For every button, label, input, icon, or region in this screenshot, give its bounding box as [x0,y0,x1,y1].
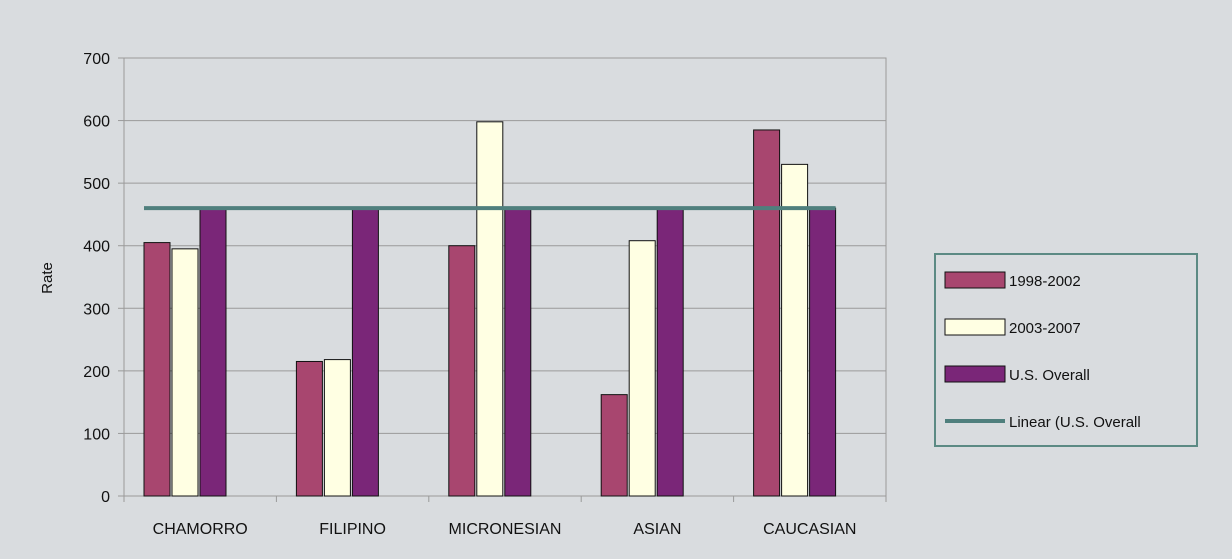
bar-1998-2002-asian [600,394,628,497]
category-label: CHAMORRO [153,521,248,538]
bar-u-s-overall-caucasian [809,207,837,497]
y-tick-label: 600 [83,114,110,131]
category-labels: CHAMORRO FILIPINO MICRONESIAN ASIAN CAUCASIA… [153,521,857,538]
y-tick-label: 400 [83,239,110,256]
y-axis-title: Rate [39,262,56,294]
bar-u-s-overall-chamorro [199,207,227,497]
bar-2003-2007-asian [628,240,656,497]
legend-swatch [944,271,1006,289]
bar-2003-2007-micronesian [476,121,504,497]
y-tick-label: 200 [83,364,110,381]
bar-1998-2002-micronesian [448,245,476,497]
category-label: FILIPINO [319,521,386,538]
bar-2003-2007-filipino [323,359,351,497]
bar-u-s-overall-asian [656,207,684,497]
bar-1998-2002-filipino [295,360,323,497]
legend-label: 1998-2002 [1009,273,1081,290]
bar-1998-2002-chamorro [143,242,171,497]
bar-u-s-overall-micronesian [504,207,532,497]
legend-label: 2003-2007 [1009,320,1081,337]
bar-2003-2007-chamorro [171,248,199,497]
y-tick-label: 0 [101,489,110,506]
bars [143,121,837,497]
category-label: MICRONESIAN [449,521,562,538]
bar-u-s-overall-filipino [351,207,379,497]
bar-1998-2002-caucasian [753,129,781,497]
legend-swatch [944,318,1006,336]
x-axis-ticks [123,496,887,502]
y-axis-ticks: 0 100 200 300 400 500 600 700 [83,51,124,506]
y-tick-label: 700 [83,51,110,68]
legend-label: Linear (U.S. Overall [1009,414,1141,431]
y-tick-label: 500 [83,176,110,193]
legend-swatch [944,365,1006,383]
bar-2003-2007-caucasian [781,163,809,497]
legend-label: U.S. Overall [1009,367,1090,384]
category-label: ASIAN [633,521,681,538]
category-label: CAUCASIAN [763,521,856,538]
y-tick-label: 100 [83,426,110,443]
legend: 1998-2002 2003-2007 U.S. Overall Linear (U.… [934,253,1198,447]
y-tick-label: 300 [83,301,110,318]
